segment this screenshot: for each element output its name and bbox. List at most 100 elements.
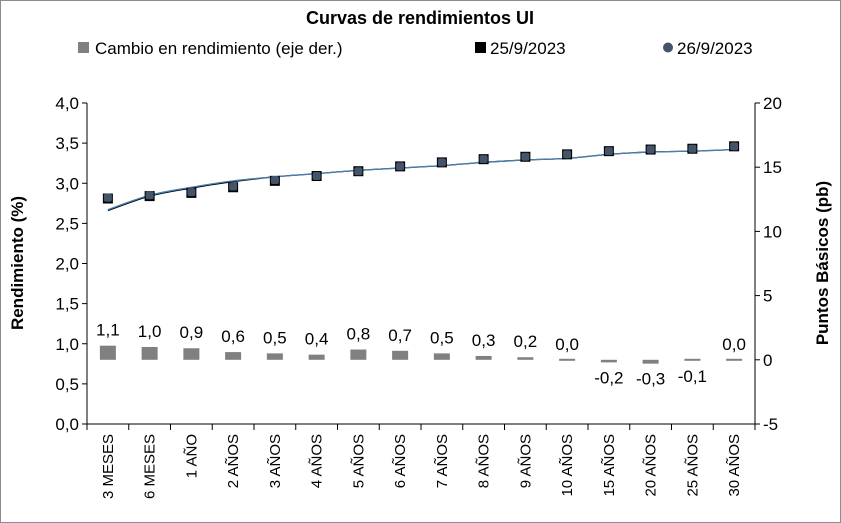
right-axis-ticks: -5 0 5 10 15 20 [755,94,782,434]
change-bar [600,359,617,363]
change-bar-label: 0,7 [388,326,412,345]
change-bar [684,358,701,361]
yield-markers [102,141,740,204]
change-bar [642,359,659,364]
change-bar [517,357,534,360]
fitted-curve-2509 [107,148,735,212]
left-axis-title: Rendimiento (%) [8,196,27,330]
change-bar-labels: 1,1 1,0 0,9 0,6 0,5 0,4 0,8 0,7 0,5 0,3 0,2 0,0 -0,2… [96,321,746,389]
marker-2609 [437,158,446,167]
left-tick-label: 1,5 [55,295,79,314]
x-axis-ticks [86,424,756,430]
marker-2609 [563,150,572,159]
marker-2609 [604,147,613,156]
change-bar-label: 0,6 [221,327,245,346]
marker-2609 [145,191,154,200]
category-label: 3 AÑOS [267,434,284,488]
marker-2609 [354,167,363,176]
change-bar-label: 0,5 [263,328,287,347]
category-label: 9 AÑOS [517,434,534,488]
category-label: 20 AÑOS [643,434,660,497]
change-bar [559,358,576,361]
change-bar [350,349,367,360]
category-labels: 3 MESES 6 MESES 1 AÑO 2 AÑOS 3 AÑOS 4 AÑOS 5 A… [100,434,743,499]
left-tick-label: 4,0 [55,94,79,113]
marker-2609 [229,182,238,191]
right-tick-label: 15 [763,158,782,177]
right-tick-label: 10 [763,222,782,241]
marker-2609 [312,172,321,181]
change-bar-label: 0,2 [514,332,538,351]
left-tick-label: 2,5 [55,214,79,233]
legend: Cambio en rendimiento (eje der.) 25/9/20… [78,39,753,58]
legend-marker-2609 [663,42,673,53]
left-tick-label: 2,0 [55,255,79,274]
fitted-curve-2609 [107,148,735,211]
category-label: 4 AÑOS [309,434,326,488]
change-bar-label: 0,8 [347,325,371,344]
change-bar-label: 0,0 [722,335,746,354]
right-tick-label: 0 [763,351,772,370]
legend-label-2609: 26/9/2023 [677,39,753,58]
left-tick-label: 0,0 [55,415,79,434]
change-bar-label: -0,3 [636,370,665,389]
category-label: 6 AÑOS [392,434,409,488]
category-label: 30 AÑOS [726,434,743,497]
category-label: 7 AÑOS [434,434,451,488]
marker-2609 [270,176,279,185]
change-bar [392,350,409,360]
change-bar-label: 1,0 [138,322,162,341]
category-label: 5 AÑOS [350,434,367,488]
marker-2609 [396,162,405,171]
change-bar [99,345,116,360]
change-bar-label: 0,5 [430,328,454,347]
change-bar-label: 0,3 [472,331,496,350]
legend-swatch-change [78,42,89,53]
change-bars [99,345,743,364]
category-label: 6 MESES [142,434,159,499]
left-tick-label: 0,5 [55,375,79,394]
change-bar [225,352,242,360]
change-bar [475,355,492,360]
marker-2609 [103,193,112,202]
change-bar-label: 0,0 [555,335,579,354]
category-label: 8 AÑOS [476,434,493,488]
right-tick-label: 5 [763,287,772,306]
change-bar [266,353,283,360]
category-label: 1 AÑO [183,434,200,478]
marker-2609 [688,144,697,153]
change-bar [726,358,743,361]
category-label: 3 MESES [100,434,117,499]
marker-2609 [646,145,655,154]
category-label: 15 AÑOS [601,434,618,497]
change-bar-label: -0,2 [594,368,623,387]
legend-swatch-2509 [475,42,486,53]
change-bar [433,353,450,360]
marker-2609 [187,188,196,197]
left-tick-label: 1,0 [55,335,79,354]
marker-2609 [730,142,739,151]
legend-label-change: Cambio en rendimiento (eje der.) [95,39,343,58]
left-axis-ticks: 0,0 0,5 1,0 1,5 2,0 2,5 3,0 3,5 4,0 [55,94,87,434]
category-label: 25 AÑOS [684,434,701,497]
marker-2609 [479,155,488,164]
change-bar-label: 0,4 [305,330,329,349]
category-label: 10 AÑOS [559,434,576,497]
marker-2609 [521,152,530,161]
right-tick-label: 20 [763,94,782,113]
change-bar-label: 1,1 [96,321,120,340]
left-tick-label: 3,5 [55,134,79,153]
change-bar [308,354,325,360]
change-bar-label: -0,1 [678,367,707,386]
legend-label-2509: 25/9/2023 [490,39,566,58]
category-label: 2 AÑOS [225,434,242,488]
right-axis-title: Puntos Básicos (pb) [813,181,832,345]
left-tick-label: 3,0 [55,174,79,193]
change-bar [141,346,158,360]
right-tick-label: -5 [763,415,778,434]
change-bar-label: 0,9 [180,323,204,342]
change-bar [183,348,200,360]
chart-title: Curvas de rendimientos UI [306,8,534,28]
curve-lines [107,148,735,212]
